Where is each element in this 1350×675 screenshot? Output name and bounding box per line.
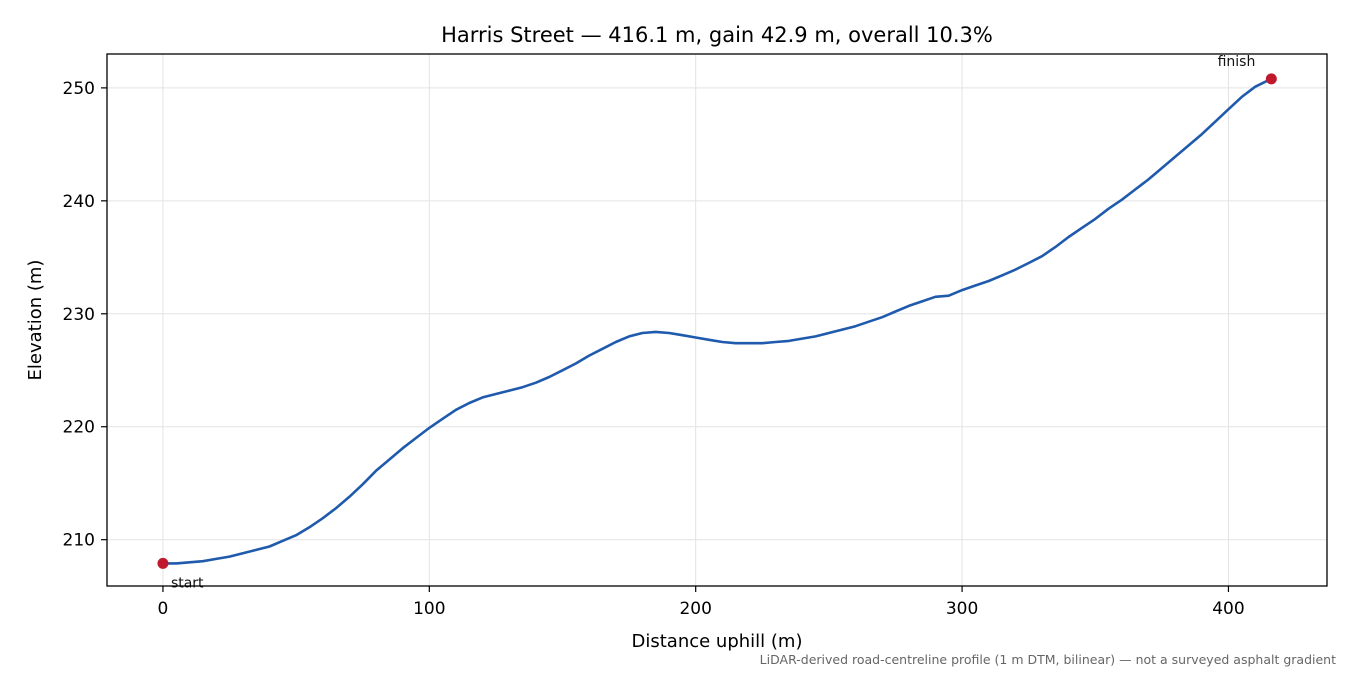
y-axis: 210 220 230 240 250	[63, 79, 107, 551]
finish-label: finish	[1218, 54, 1256, 70]
x-tick-label: 200	[679, 599, 711, 619]
x-axis-label: Distance uphill (m)	[632, 631, 803, 652]
grid	[107, 54, 1327, 586]
y-axis-label: Elevation (m)	[25, 260, 46, 381]
x-tick-label: 400	[1212, 599, 1244, 619]
y-tick-label: 230	[63, 305, 95, 325]
x-axis: 0 100 200 300 400	[158, 586, 1245, 619]
y-tick-label: 220	[63, 418, 95, 438]
x-tick-label: 300	[946, 599, 978, 619]
markers-layer: start finish	[157, 54, 1277, 591]
plot-frame	[106, 53, 1328, 587]
elevation-line	[161, 77, 1273, 565]
chart-title: Harris Street — 416.1 m, gain 42.9 m, ov…	[441, 23, 993, 47]
y-tick-label: 210	[63, 531, 95, 551]
finish-marker	[1265, 73, 1277, 85]
x-tick-label: 0	[158, 599, 169, 619]
y-tick-label: 250	[63, 79, 95, 99]
x-tick-label: 100	[413, 599, 445, 619]
start-marker	[157, 557, 169, 569]
y-tick-label: 240	[63, 192, 95, 212]
series-layer	[161, 77, 1273, 565]
start-label: start	[171, 575, 204, 591]
footnote: LiDAR-derived road-centreline profile (1…	[760, 652, 1336, 667]
